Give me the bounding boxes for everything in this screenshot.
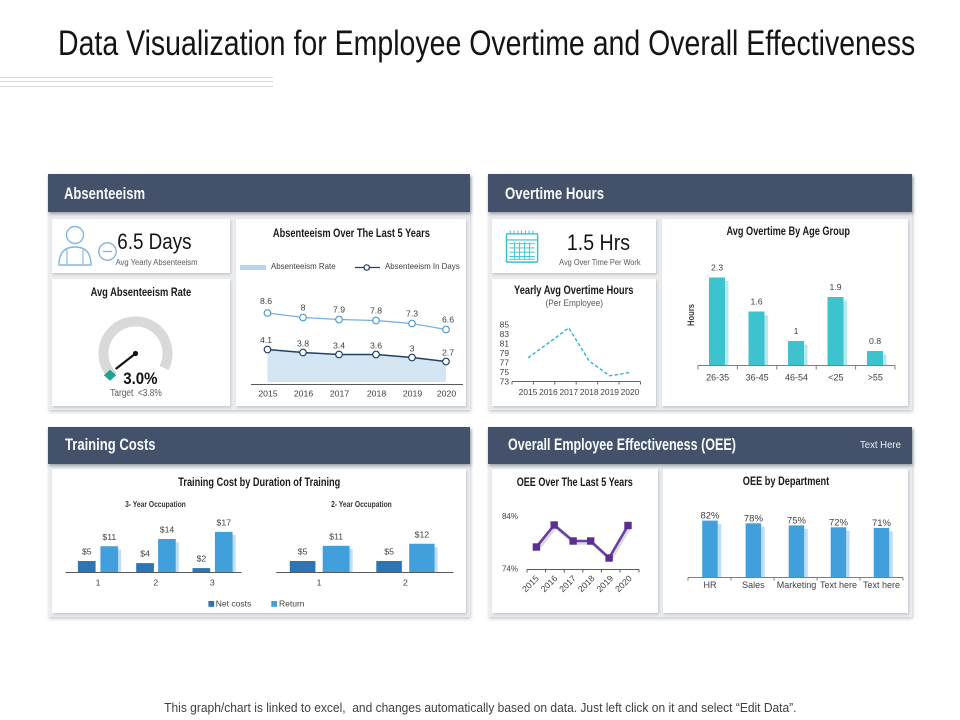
svg-text:75%: 75% [787, 515, 807, 526]
svg-text:$17: $17 [217, 517, 232, 527]
svg-text:78%: 78% [744, 513, 764, 524]
svg-text:77: 77 [500, 358, 510, 368]
svg-text:2017: 2017 [557, 573, 578, 594]
svg-text:72%: 72% [829, 517, 849, 528]
svg-text:3.6: 3.6 [370, 341, 382, 351]
svg-text:46-54: 46-54 [785, 373, 808, 383]
svg-text:2016: 2016 [539, 387, 558, 397]
svg-text:>55: >55 [868, 373, 883, 383]
svg-text:HR: HR [704, 580, 717, 590]
svg-text:2019: 2019 [594, 573, 615, 594]
svg-text:1.6: 1.6 [750, 297, 762, 307]
svg-text:7.3: 7.3 [406, 309, 418, 319]
svg-text:2020: 2020 [621, 387, 640, 397]
svg-text:2.3: 2.3 [711, 263, 723, 273]
svg-text:73: 73 [500, 377, 510, 387]
svg-text:Return: Return [279, 598, 305, 608]
svg-text:1: 1 [96, 577, 101, 587]
svg-text:2017: 2017 [559, 387, 578, 397]
svg-text:4.1: 4.1 [260, 335, 272, 345]
svg-text:74%: 74% [502, 565, 518, 574]
svg-text:2019: 2019 [403, 389, 422, 399]
svg-text:$11: $11 [329, 531, 343, 541]
svg-text:$14: $14 [160, 525, 175, 535]
svg-text:Text here: Text here [863, 580, 900, 590]
svg-text:84%: 84% [502, 512, 518, 521]
svg-text:Net costs: Net costs [216, 598, 251, 608]
svg-text:3.4: 3.4 [333, 341, 345, 351]
svg-text:$5: $5 [384, 547, 394, 557]
svg-text:2: 2 [403, 577, 408, 587]
svg-text:2020: 2020 [437, 389, 456, 399]
svg-text:26-35: 26-35 [706, 373, 729, 383]
svg-text:2018: 2018 [576, 573, 597, 594]
svg-text:2: 2 [153, 577, 158, 587]
svg-text:Text here: Text here [820, 580, 857, 590]
svg-text:2018: 2018 [580, 387, 599, 397]
svg-text:2015: 2015 [519, 387, 538, 397]
svg-text:79: 79 [500, 348, 510, 358]
svg-text:1.9: 1.9 [829, 282, 841, 292]
svg-text:2020: 2020 [613, 573, 634, 594]
svg-text:71%: 71% [872, 518, 892, 529]
svg-text:$2: $2 [197, 554, 207, 564]
svg-text:2019: 2019 [600, 387, 619, 397]
svg-text:1: 1 [317, 577, 322, 587]
svg-text:2016: 2016 [294, 389, 313, 399]
svg-text:3: 3 [210, 577, 215, 587]
svg-text:85: 85 [500, 320, 510, 330]
svg-text:<25: <25 [828, 373, 843, 383]
svg-text:8: 8 [301, 303, 306, 313]
svg-text:8.6: 8.6 [260, 296, 272, 306]
svg-text:0.8: 0.8 [869, 336, 881, 346]
svg-text:3.8: 3.8 [297, 339, 309, 349]
svg-text:2018: 2018 [367, 389, 386, 399]
svg-text:83: 83 [500, 329, 510, 339]
svg-text:7.8: 7.8 [370, 306, 382, 316]
svg-text:82%: 82% [700, 511, 720, 522]
svg-text:$12: $12 [415, 529, 430, 539]
svg-text:1: 1 [794, 326, 799, 336]
svg-text:75: 75 [500, 367, 510, 377]
svg-text:Sales: Sales [742, 580, 765, 590]
svg-text:36-45: 36-45 [746, 373, 769, 383]
svg-text:$11: $11 [102, 532, 116, 542]
svg-text:7.9: 7.9 [333, 305, 345, 315]
svg-text:$5: $5 [298, 547, 308, 557]
svg-text:2017: 2017 [330, 389, 349, 399]
svg-text:2.7: 2.7 [442, 348, 454, 358]
svg-text:Marketing: Marketing [777, 580, 817, 590]
svg-text:2015: 2015 [520, 573, 541, 594]
svg-text:$5: $5 [82, 547, 92, 557]
svg-text:$4: $4 [140, 549, 150, 559]
svg-text:81: 81 [500, 339, 510, 349]
svg-text:2015: 2015 [258, 389, 277, 399]
svg-text:6.6: 6.6 [442, 315, 454, 325]
svg-text:3: 3 [410, 344, 415, 354]
svg-text:2016: 2016 [539, 573, 560, 594]
